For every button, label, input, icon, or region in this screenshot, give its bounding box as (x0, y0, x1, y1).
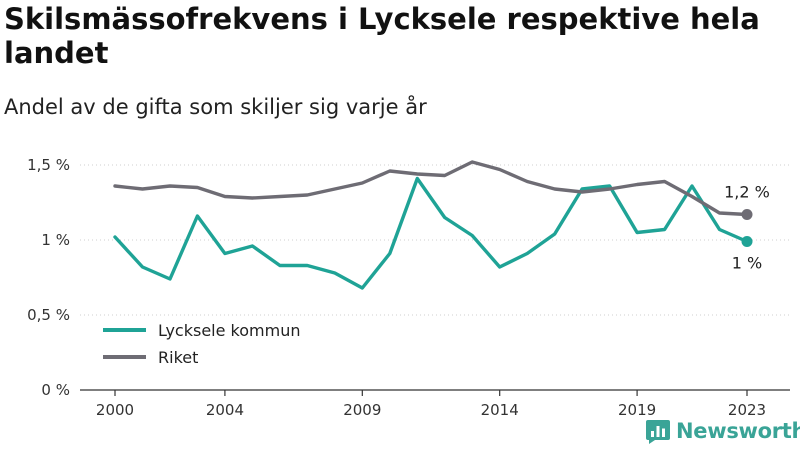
y-tick-label: 0 % (41, 381, 70, 399)
series-endpoint (741, 209, 753, 220)
x-axis: 2000 2004 2009 2014 2019 2023 (80, 389, 790, 419)
x-tick-label: 2000 (96, 401, 134, 419)
newsworthy-icon (646, 420, 670, 444)
series-endpoint (741, 236, 753, 247)
x-tick-label: 2004 (206, 401, 244, 419)
chart-title: Skilsmässofrekvens i Lycksele respektive… (4, 2, 760, 70)
series-line-riket (113, 160, 749, 217)
newsworthy-logo: Newsworthy (645, 418, 800, 444)
x-tick-label: 2019 (618, 401, 656, 419)
legend-label: Lycksele kommun (158, 321, 300, 340)
brand-name: Newsworthy (676, 419, 800, 443)
x-tick-label: 2023 (728, 401, 766, 419)
series-line-lycksele (113, 176, 749, 290)
x-tick-label: 2009 (343, 401, 381, 419)
series-lines (113, 160, 749, 290)
legend-label: Riket (158, 348, 198, 367)
y-axis-ticks: 0 % 0,5 % 1 % 1,5 % (27, 156, 70, 399)
legend: Lycksele kommun Riket (103, 321, 300, 367)
end-value-label: 1 % (732, 254, 762, 273)
y-tick-label: 0,5 % (27, 306, 70, 324)
chart-subtitle: Andel av de gifta som skiljer sig varje … (4, 95, 427, 119)
x-tick-label: 2014 (481, 401, 519, 419)
series-endpoints: 1 % 1,2 % (724, 183, 770, 273)
end-value-label: 1,2 % (724, 183, 770, 202)
y-tick-label: 1 % (41, 231, 70, 249)
y-tick-label: 1,5 % (27, 156, 70, 174)
